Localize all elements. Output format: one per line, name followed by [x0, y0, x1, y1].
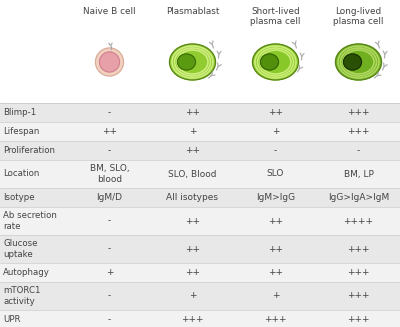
Ellipse shape — [178, 54, 196, 70]
Text: BM, LP: BM, LP — [344, 169, 374, 179]
Text: All isotypes: All isotypes — [166, 193, 218, 202]
Text: ++++: ++++ — [344, 216, 374, 226]
Text: -: - — [274, 146, 277, 155]
Text: ++: ++ — [185, 108, 200, 117]
Text: Location: Location — [3, 169, 39, 179]
Text: ++: ++ — [268, 216, 283, 226]
Ellipse shape — [96, 48, 124, 76]
Text: Plasmablast: Plasmablast — [166, 7, 219, 16]
Text: Short-lived
plasma cell: Short-lived plasma cell — [250, 7, 301, 26]
Ellipse shape — [260, 54, 278, 70]
Text: mTORC1
activity: mTORC1 activity — [3, 286, 40, 306]
Bar — [0, 103, 400, 122]
Text: -: - — [108, 216, 111, 226]
Text: -: - — [108, 108, 111, 117]
Bar — [0, 141, 400, 160]
Text: +++: +++ — [347, 245, 370, 253]
Text: +++: +++ — [347, 108, 370, 117]
Text: +: + — [272, 291, 279, 301]
Text: Ab secretion
rate: Ab secretion rate — [3, 211, 57, 231]
Text: -: - — [108, 315, 111, 324]
Text: ++: ++ — [102, 127, 117, 136]
Text: ++: ++ — [185, 268, 200, 277]
Text: BM, SLO,
blood: BM, SLO, blood — [90, 164, 129, 184]
Text: +++: +++ — [347, 315, 370, 324]
Text: ++: ++ — [268, 108, 283, 117]
Bar — [0, 188, 400, 207]
Ellipse shape — [100, 52, 120, 72]
Bar — [0, 310, 400, 327]
Text: +++: +++ — [264, 315, 287, 324]
Bar — [0, 160, 400, 188]
Text: IgM/D: IgM/D — [96, 193, 122, 202]
Text: ++: ++ — [268, 245, 283, 253]
Text: Naive B cell: Naive B cell — [83, 7, 136, 16]
Bar — [0, 235, 400, 263]
Text: ++: ++ — [268, 268, 283, 277]
Text: Autophagy: Autophagy — [3, 268, 50, 277]
Text: +: + — [272, 127, 279, 136]
Text: -: - — [357, 146, 360, 155]
Text: IgM>IgG: IgM>IgG — [256, 193, 295, 202]
Text: +: + — [189, 127, 196, 136]
Ellipse shape — [336, 44, 382, 80]
Text: -: - — [108, 146, 111, 155]
Text: +++: +++ — [347, 291, 370, 301]
Text: Lifespan: Lifespan — [3, 127, 39, 136]
Text: -: - — [108, 291, 111, 301]
Text: Glucose
uptake: Glucose uptake — [3, 239, 38, 259]
Ellipse shape — [170, 44, 216, 80]
Bar — [0, 122, 400, 141]
Text: +++: +++ — [347, 268, 370, 277]
Bar — [0, 282, 400, 310]
Text: -: - — [108, 245, 111, 253]
Text: +: + — [106, 268, 113, 277]
Text: +: + — [189, 291, 196, 301]
Text: Isotype: Isotype — [3, 193, 35, 202]
Ellipse shape — [252, 44, 298, 80]
Text: ++: ++ — [185, 216, 200, 226]
Text: IgG>IgA>IgM: IgG>IgA>IgM — [328, 193, 389, 202]
Bar — [0, 263, 400, 282]
Text: UPR: UPR — [3, 315, 20, 324]
Text: Proliferation: Proliferation — [3, 146, 55, 155]
Text: SLO: SLO — [267, 169, 284, 179]
Bar — [0, 207, 400, 235]
Text: Blimp-1: Blimp-1 — [3, 108, 36, 117]
Text: Long-lived
plasma cell: Long-lived plasma cell — [333, 7, 384, 26]
Text: ++: ++ — [185, 245, 200, 253]
Text: +++: +++ — [347, 127, 370, 136]
Text: +++: +++ — [181, 315, 204, 324]
Text: ++: ++ — [185, 146, 200, 155]
Text: SLO, Blood: SLO, Blood — [168, 169, 217, 179]
Ellipse shape — [344, 54, 362, 70]
